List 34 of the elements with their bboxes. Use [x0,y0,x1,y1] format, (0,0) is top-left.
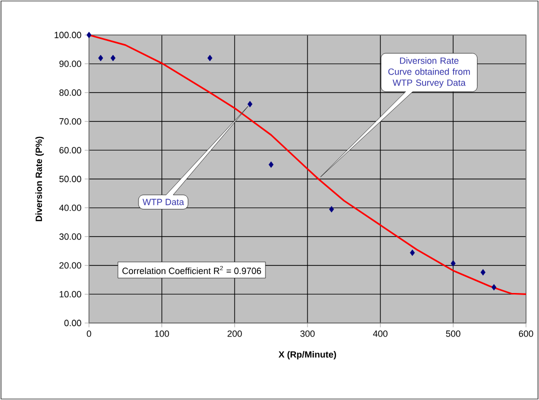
point [329,206,334,212]
point [248,100,252,108]
x-tick-label: 400 [373,330,388,337]
point [492,284,496,290]
y-tick-label: 20.00 [59,262,82,269]
point [207,54,212,62]
x-tick-label: 100 [155,330,169,337]
annotation: Diversion Rate Curve obtained from WTP Survey Data [388,57,470,88]
x-tick-label: 300 [300,330,315,337]
y-tick-label: 50.00 [59,176,82,182]
point [480,269,486,276]
annotation: WTP Data [142,198,184,206]
y-tick-label: 100.00 [54,32,82,38]
x-tick-label: 600 [518,330,534,337]
point [98,54,104,62]
y-tick-label: 90.00 [59,60,82,67]
y-tick-label: 70.00 [59,118,82,125]
point [410,250,415,256]
x-tick-label: 500 [446,330,460,337]
y-tick-label: 60.00 [59,147,82,154]
y-tick-label: 0.00 [64,320,82,326]
point [110,54,116,62]
x-tick-label: 200 [228,330,242,337]
x-axis-title: X (Rp/Minute) [278,351,336,360]
x-tick-label: 0 [86,330,92,337]
point [268,161,274,168]
y-tick-label: 40.00 [59,204,82,211]
point [86,32,92,38]
annotation: Correlation Coefficient R$^{2}$ = 0.9706 [122,266,262,274]
y-tick-label: 10.00 [60,291,82,298]
y-tick-label: 80.00 [59,89,82,96]
point [450,260,456,267]
y-axis-title: Diversion Rate (P%) [35,136,44,222]
y-tick-label: 30.00 [59,233,82,240]
